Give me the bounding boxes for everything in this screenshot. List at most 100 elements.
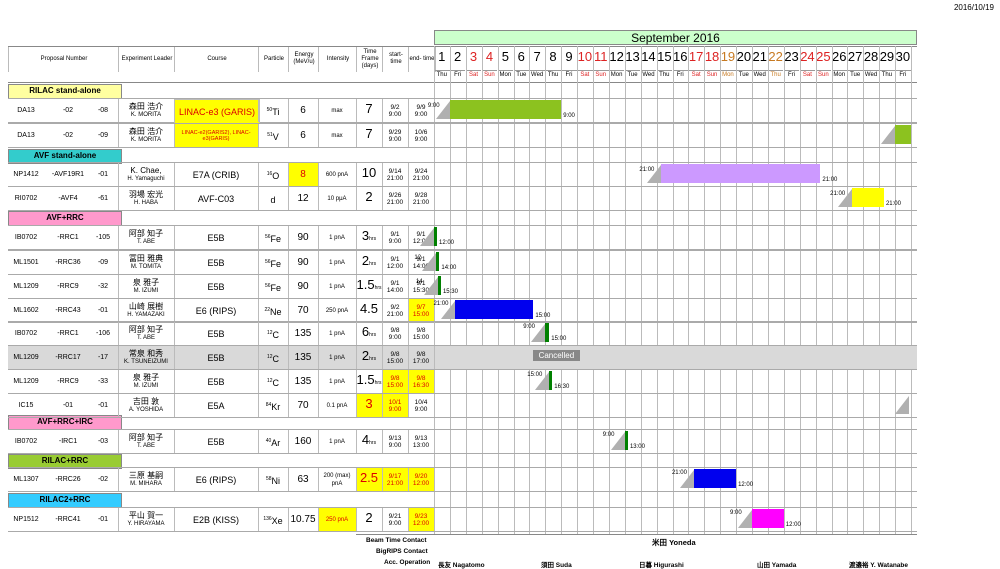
table-row[interactable]: DA13 -02 -09 森田 浩介 K. MORITA LINAC-e2(GARIS2)… [8, 123, 917, 148]
grid-line [783, 46, 785, 534]
beam-time-bar[interactable] [895, 125, 911, 144]
proposal-code: ML1307 [13, 475, 39, 483]
cell-divider [382, 187, 383, 210]
beam-time-bar[interactable] [437, 276, 441, 295]
particle-cell: 84Kr [258, 394, 288, 417]
particle-cell: 12C [258, 346, 288, 369]
section-rilac-rrc: RILAC+RRC [8, 454, 122, 469]
table-row[interactable]: IB0702 -IRC1 -03 阿部 知子 T. ABE E5B 40Ar 160 1 pnA… [8, 429, 917, 454]
element-symbol: Ar [271, 437, 281, 448]
energy-value: 90 [297, 280, 309, 292]
section-rilac2-rrc: RILAC2+RRC [8, 493, 122, 508]
grid-line [767, 46, 769, 534]
course-name: E5B [207, 328, 225, 339]
proposal-cell: ML1501 -RRC36 -09 [8, 251, 118, 274]
table-row[interactable]: DA13 -02 -08 森田 浩介 K. MORITA LINAC-e3 (GARIS)… [8, 98, 917, 124]
beam-time-bar[interactable] [545, 323, 550, 342]
end-cell: 9/9 9:00 [408, 99, 434, 122]
element-symbol: V [272, 131, 279, 142]
particle-cell: d [258, 187, 288, 210]
end-cell: 9/20 12:00 [408, 468, 434, 491]
beam-time-bar[interactable] [661, 164, 821, 183]
intensity-cell: 1 pnA [318, 430, 356, 453]
beam-time-bar[interactable] [624, 431, 628, 450]
timeframe-cell: 4hrs [356, 430, 382, 453]
energy-cell: 63 [288, 468, 318, 491]
weekday-label: Thu [545, 70, 561, 80]
element-symbol: Fe [270, 233, 282, 244]
end-time: 21:00 [412, 198, 430, 206]
proposal-cell: IB0702 -RRC1 -105 [8, 226, 118, 249]
table-row[interactable]: ML1307 -RRC26 -02 三原 基嗣 M. MIHARA E6 (RIPS) 58… [8, 467, 917, 492]
end-cell: 9/8 16:30 [408, 370, 434, 393]
start-time: 9:00 [388, 110, 402, 118]
timeframe-cell: 7 [356, 124, 382, 147]
intensity-cell: max [318, 124, 356, 147]
cell-divider [356, 187, 357, 210]
table-row[interactable]: IB0702 -RRC1 -106 阿部 知子 T. ABE E5B 12C 135 1 pnA… [8, 321, 917, 346]
intensity-cell: 1 pnA [318, 275, 356, 298]
table-row[interactable]: NP1412 -AVF19R1 -01 K. Chae, H. Yamaguchi E7A… [8, 162, 917, 187]
setup-triangle [422, 253, 437, 271]
beam-time-bar[interactable] [434, 227, 437, 246]
leader-name: 泉 雅子 [132, 277, 160, 287]
end-cell: 9/13 13:00 [408, 430, 434, 453]
timeframe-cell: 4.5 [356, 299, 382, 322]
intensity-value: 1 pnA [329, 234, 345, 241]
end-time: 15:30 [412, 286, 430, 294]
course-name: E5B [207, 232, 225, 243]
cell-divider [408, 508, 409, 531]
operator-2: 須田 Suda [541, 562, 572, 569]
grid-line [879, 46, 881, 534]
course-cell: E5B [174, 251, 258, 274]
header-particle: Particle [258, 46, 289, 72]
day-number: 4 [485, 49, 494, 64]
beam-time-bar[interactable] [549, 371, 553, 390]
weekday-label: Fri [895, 70, 911, 80]
proposal-program: -RRC1 [57, 233, 79, 241]
table-row[interactable]: ML1501 -RRC36 -09 冨田 雅典 M. TOMITA E5B 56Fe 90 1 … [8, 250, 917, 275]
weekday-label: Sat [577, 70, 593, 80]
end-date: 10/6 [414, 128, 428, 136]
leader-name-en: T. ABE [136, 442, 155, 449]
start-time: 9:00 [388, 237, 402, 245]
bar-end-label: 13:00 [629, 444, 645, 450]
beam-time-bar[interactable] [455, 300, 534, 319]
table-row[interactable]: ML1209 -RRC17 -17 常泉 和秀 K. TSUNEIZUMI E5B 12C 1… [8, 345, 917, 370]
header-top-rule [8, 46, 917, 47]
table-row[interactable]: ML1209 -RRC9 -33 泉 雅子 M. IZUMI E5B 12C 135 1 pnA… [8, 369, 917, 394]
table-row[interactable]: ML1209 -RRC9 -32 泉 雅子 M. IZUMI E5B 56Fe 90 1 pnA… [8, 274, 917, 299]
day-number: 29 [879, 49, 895, 64]
beam-time-bar[interactable] [449, 100, 562, 119]
end-cell: 10/6 9:00 [408, 124, 434, 147]
beam-time-bar[interactable] [693, 469, 737, 488]
table-row[interactable]: IC15 -01 -01 吉田 敦 A. YOSHIDA E5A 84Kr 70 0.1 pnA… [8, 393, 917, 418]
grid-line [449, 46, 451, 534]
intensity-cell: 250 pnA [318, 299, 356, 322]
leader-cell: 吉田 敦 A. YOSHIDA [118, 394, 174, 417]
leader-name-en: T. ABE [136, 334, 155, 341]
grid-line [720, 46, 722, 534]
beam-time-bar[interactable] [752, 509, 784, 528]
cell-divider [258, 430, 259, 453]
table-row[interactable]: NP1512 -RRC41 -01 平山 賀一 Y. HIRAYAMA E2B (KISS… [8, 507, 917, 532]
timeframe-cell: 10 [356, 163, 382, 186]
start-time: 9:00 [388, 441, 402, 449]
beam-time-bar[interactable] [436, 252, 440, 271]
course-cell: E5A [174, 394, 258, 417]
section-avf-standalone: AVF stand-alone [8, 149, 122, 164]
cell-divider [408, 299, 409, 322]
start-cell: 9/17 21:00 [382, 468, 408, 491]
proposal-program: -AVF19R1 [51, 170, 85, 178]
grid-line [624, 46, 626, 534]
cell-divider [408, 370, 409, 393]
cell-divider [174, 299, 175, 322]
beam-time-bar[interactable] [852, 188, 884, 207]
table-row[interactable]: IB0702 -RRC1 -105 阿部 知子 T. ABE E5B 56Fe 90 1 pnA… [8, 225, 917, 250]
proposal-program: -RRC41 [55, 515, 81, 523]
table-row[interactable]: RI0702 -AVF4 -61 羽場 宏光 H. HABA AVF-C03 d 12 10 p… [8, 186, 917, 211]
table-row[interactable]: ML1602 -RRC43 -01 山崎 展樹 H. YAMAZAKI E6 (RIPS)… [8, 298, 917, 323]
cell-divider [258, 322, 259, 345]
start-time: 9:00 [388, 519, 402, 527]
cell-divider [258, 226, 259, 249]
